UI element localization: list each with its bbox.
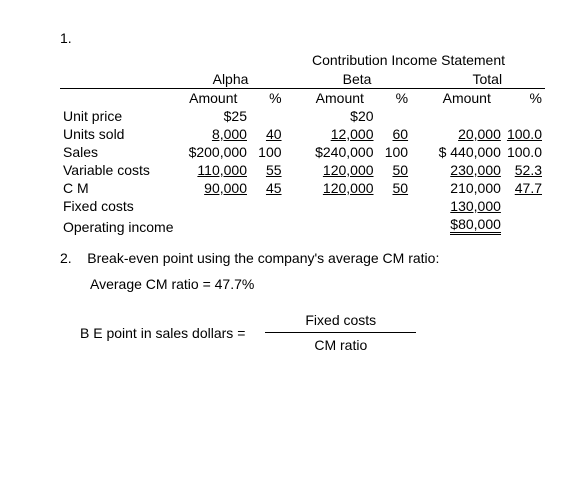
breakeven-formula: B E point in sales dollars = Fixed costs… bbox=[80, 310, 545, 355]
row-unit-price: Unit price $25 $20 bbox=[60, 107, 545, 125]
row-variable-costs: Variable costs 110,000 55 120,000 50 230… bbox=[60, 161, 545, 179]
row-cm: C M 90,000 45 120,000 50 210,000 47.7 bbox=[60, 179, 545, 197]
income-statement-table: Alpha Beta Total Amount % Amount % Amoun… bbox=[60, 70, 545, 236]
part2-text: Break-even point using the company's ave… bbox=[87, 250, 439, 266]
row-sales: Sales $200,000 100 $240,000 100 $ 440,00… bbox=[60, 143, 545, 161]
subhdr-amount: Amount bbox=[177, 89, 250, 108]
part1-number: 1. bbox=[60, 30, 545, 46]
part2-number: 2. bbox=[60, 250, 72, 266]
subhdr-pct: % bbox=[250, 89, 285, 108]
row-operating-income: Operating income $80,000 bbox=[60, 215, 545, 236]
be-numerator: Fixed costs bbox=[265, 310, 416, 333]
group-alpha: Alpha bbox=[177, 70, 285, 89]
be-label: B E point in sales dollars = bbox=[80, 325, 245, 341]
group-beta: Beta bbox=[303, 70, 411, 89]
avg-cm-ratio: Average CM ratio = 47.7% bbox=[90, 276, 545, 292]
group-total: Total bbox=[430, 70, 545, 89]
statement-title: Contribution Income Statement bbox=[60, 52, 545, 68]
be-denominator: CM ratio bbox=[265, 333, 416, 355]
row-fixed-costs: Fixed costs 130,000 bbox=[60, 197, 545, 215]
row-units-sold: Units sold 8,000 40 12,000 60 20,000 100… bbox=[60, 125, 545, 143]
